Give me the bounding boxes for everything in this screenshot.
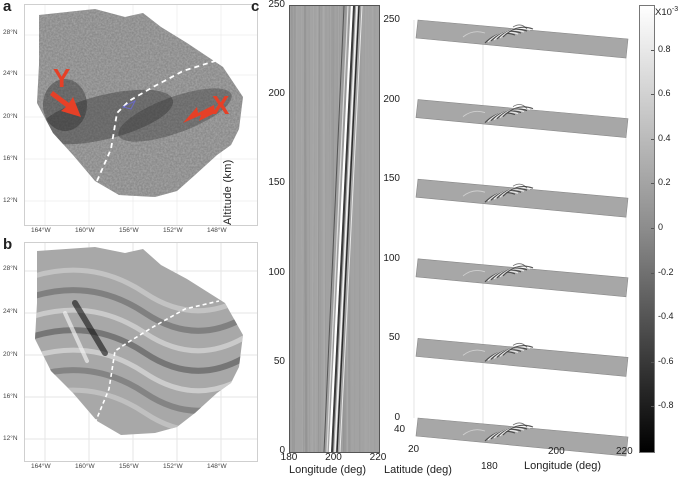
altitude-slice xyxy=(415,417,629,457)
panel-a-lon-160: 160°W xyxy=(75,227,95,234)
colorbar-tick-mark xyxy=(651,317,654,319)
panel-a-lat-24: 24°N xyxy=(3,70,18,77)
keogram-y-tick: 0 xyxy=(279,445,285,456)
panel-a-lon-152: 152°W xyxy=(163,227,183,234)
colorbar-tick: -0.2 xyxy=(658,266,674,277)
slices-z-tick: 50 xyxy=(388,332,400,344)
annotation-letter-y: Y xyxy=(53,63,71,93)
panel-b-lat-24: 24°N xyxy=(3,308,18,315)
slices-z-tick: 0 xyxy=(394,412,400,423)
keogram-streak xyxy=(331,6,355,452)
altitude-slice xyxy=(415,258,629,298)
arrow-x-icon xyxy=(183,105,215,123)
panel-b-lat-20: 20°N xyxy=(3,351,18,358)
keogram-y-tick: 200 xyxy=(268,88,285,100)
panel-b-map: 28°N 24°N 20°N 16°N 12°N 164°W 160°W 156… xyxy=(3,242,258,470)
colorbar-tick: -0.4 xyxy=(658,311,674,322)
colorbar-multiplier: X10-3 xyxy=(655,6,678,18)
annotation-arrows xyxy=(50,91,215,123)
slices-canvas xyxy=(413,19,629,457)
keogram-streak xyxy=(336,6,360,452)
arrow-y-icon xyxy=(50,91,81,117)
annotation-letter-x: X xyxy=(212,90,230,120)
panel-a-lon-156: 156°W xyxy=(119,227,139,234)
colorbar-tick-mark xyxy=(651,183,654,185)
colorbar xyxy=(639,5,655,453)
keogram-x-title: Longitude (deg) xyxy=(289,464,367,476)
panel-b-lat-16: 16°N xyxy=(3,393,18,400)
slices-lon-title: Longitude (deg) xyxy=(524,460,602,472)
keogram-streak xyxy=(334,6,358,452)
colorbar-tick-mark xyxy=(651,94,654,96)
colorbar-multiplier-base: X10 xyxy=(655,7,672,19)
keogram-streak xyxy=(328,6,354,452)
panel-a-map: 28°N 24°N 20°N 16°N 12°N 164°W 160°W 156… xyxy=(3,4,258,234)
keogram-y-tick: 50 xyxy=(273,355,285,367)
panel-b-canvas xyxy=(25,243,257,461)
colorbar-tick: -0.6 xyxy=(658,355,674,366)
panel-b-lon-160: 160°W xyxy=(75,463,95,470)
slices-z-tick: 250 xyxy=(383,14,400,25)
colorbar-tick: 0.4 xyxy=(658,132,671,143)
colorbar-tick: -0.8 xyxy=(658,400,674,411)
slices-lon-tick: 220 xyxy=(616,446,633,457)
keogram-x-tick: 220 xyxy=(369,452,387,463)
panel-b-lon-152: 152°W xyxy=(163,463,183,470)
colorbar-tick-mark xyxy=(651,228,654,229)
colorbar-tick: 0 xyxy=(658,222,664,232)
panel-b-dashed-track xyxy=(94,300,220,424)
keogram-y-title: Altitude (km) xyxy=(222,159,234,225)
panel-b-lon-148: 148°W xyxy=(207,463,227,470)
panel-label-a: a xyxy=(3,0,12,15)
colorbar-tick-mark xyxy=(651,272,654,274)
keogram-canvas xyxy=(290,6,377,452)
altitude-slice xyxy=(415,178,629,218)
panel-a-lat-12: 12°N xyxy=(3,197,18,204)
keogram-y-tick: 150 xyxy=(268,177,285,189)
panel-label-c: c xyxy=(251,0,260,15)
keogram-y-tick: 250 xyxy=(268,0,285,10)
panel-a-lon-148: 148°W xyxy=(207,227,227,234)
slices-lon-tick: 180 xyxy=(481,461,498,472)
slices-z-tick: 200 xyxy=(383,93,400,105)
keogram-x-tick: 200 xyxy=(325,452,342,463)
altitude-slice xyxy=(415,19,629,59)
panel-b-lat-12: 12°N xyxy=(3,435,18,442)
colorbar-tick-mark xyxy=(651,406,654,408)
panel-a-lat-20: 20°N xyxy=(3,113,18,120)
panel-a-lon-164: 164°W xyxy=(31,227,51,234)
panel-b-lon-164: 164°W xyxy=(31,463,51,470)
altitude-slice xyxy=(415,99,629,138)
panel-b-lon-156: 156°W xyxy=(119,463,139,470)
stacked-slices-3d xyxy=(378,0,638,480)
panel-b-lat-28: 28°N xyxy=(3,265,18,272)
colorbar-tick: 0.8 xyxy=(658,43,671,54)
keogram-x-tick: 180 xyxy=(280,452,298,463)
panel-a-lat-16: 16°N xyxy=(3,155,18,162)
colorbar-tick-mark xyxy=(651,361,654,363)
keogram-streak xyxy=(323,6,345,452)
slices-z-tick: 100 xyxy=(383,252,400,264)
slices-lon-tick: 200 xyxy=(548,446,565,457)
keogram-plot xyxy=(289,5,380,453)
slices-lat-tick: 40 xyxy=(394,424,406,435)
slices-lat-title: Latitude (deg) xyxy=(384,464,452,476)
colorbar-multiplier-exponent: -3 xyxy=(671,6,679,13)
panel-label-b: b xyxy=(3,236,13,253)
colorbar-tick-mark xyxy=(651,49,654,51)
slices-lat-tick: 20 xyxy=(408,444,420,455)
panel-a-lat-28: 28°N xyxy=(3,29,18,36)
keogram-y-tick: 100 xyxy=(268,266,285,278)
colorbar-tick-mark xyxy=(651,138,654,140)
colorbar-tick: 0.2 xyxy=(658,177,671,188)
colorbar-tick: 0.6 xyxy=(658,88,671,99)
keogram-streak xyxy=(339,6,363,452)
slices-z-tick: 150 xyxy=(383,173,400,185)
altitude-slice xyxy=(415,338,629,377)
keogram-streak xyxy=(326,6,349,452)
